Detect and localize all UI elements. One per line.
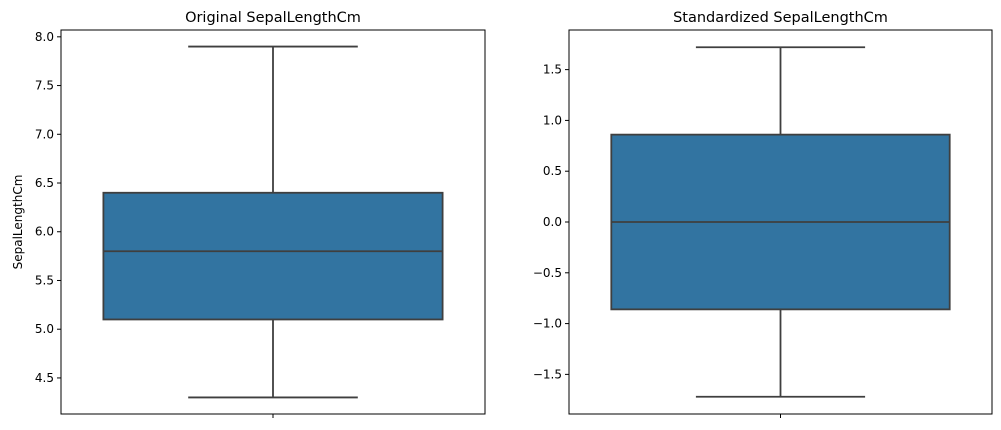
- y-tick-label: 4.5: [35, 371, 54, 385]
- y-axis-label: SepalLengthCm: [11, 175, 25, 270]
- chart-standardized: Standardized SepalLengthCm −1.5 −1.0 −0.5 0…: [533, 10, 993, 418]
- y-tick-label: −1.0: [533, 317, 562, 331]
- y-tick-label: −0.5: [533, 266, 562, 280]
- y-tick-label: −1.5: [533, 367, 562, 381]
- y-tick-label: 7.5: [35, 79, 54, 93]
- y-tick-label: 1.5: [543, 63, 562, 77]
- y-tick-label: 1.0: [543, 113, 562, 127]
- iqr-box: [102, 191, 444, 321]
- y-tick-label: 8.0: [35, 30, 54, 44]
- y-tick-label: 5.5: [35, 273, 54, 287]
- y-tick-label: 6.5: [35, 176, 54, 190]
- y-tick-label: 6.0: [35, 225, 54, 239]
- y-tick-label: 5.0: [35, 322, 54, 336]
- chart-original: Original SepalLengthCm SepalLengthCm 4.5…: [11, 10, 486, 418]
- y-tick-label: 7.0: [35, 127, 54, 141]
- y-tick-label: 0.0: [543, 215, 562, 229]
- chart-title: Standardized SepalLengthCm: [673, 10, 888, 26]
- y-tick-label: 0.5: [543, 164, 562, 178]
- chart-title: Original SepalLengthCm: [185, 10, 361, 26]
